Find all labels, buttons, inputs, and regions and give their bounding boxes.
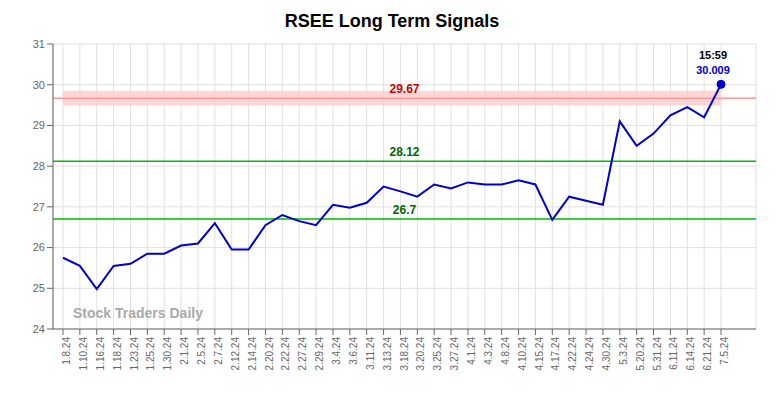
svg-text:7.5.24: 7.5.24 (719, 337, 730, 365)
svg-text:4.30.24: 4.30.24 (601, 337, 612, 371)
svg-text:3.11.24: 3.11.24 (365, 337, 376, 370)
html-text:RSEE Long Term Signals: RSEE Long Term Signals (284, 11, 500, 31)
svg-text:29.67: 29.67 (389, 82, 419, 96)
svg-text:26.7: 26.7 (393, 203, 417, 217)
svg-text:4.17.24: 4.17.24 (550, 337, 561, 371)
svg-text:2.20.24: 2.20.24 (264, 337, 275, 371)
svg-text:4.24.24: 4.24.24 (584, 337, 595, 371)
svg-text:3.4.24: 3.4.24 (331, 337, 342, 365)
svg-text:3.18.24: 3.18.24 (399, 337, 410, 371)
svg-text:30.009: 30.009 (696, 64, 730, 76)
svg-text:2.12.24: 2.12.24 (230, 337, 241, 371)
svg-text:1.16.24: 1.16.24 (95, 337, 106, 371)
svg-text:3.27.24: 3.27.24 (449, 337, 460, 371)
svg-text:28: 28 (33, 160, 45, 172)
svg-text:27: 27 (33, 201, 45, 213)
svg-text:1.25.24: 1.25.24 (145, 337, 156, 371)
svg-text:4.15.24: 4.15.24 (534, 337, 545, 371)
svg-text:3.6.24: 3.6.24 (348, 337, 359, 365)
svg-text:30: 30 (33, 79, 45, 91)
svg-text:5.31.24: 5.31.24 (652, 337, 663, 371)
svg-text:1.23.24: 1.23.24 (129, 337, 140, 371)
svg-text:2.7.24: 2.7.24 (213, 337, 224, 365)
svg-text:4.3.24: 4.3.24 (483, 337, 494, 365)
svg-text:1.8.24: 1.8.24 (61, 337, 72, 365)
svg-text:2.29.24: 2.29.24 (314, 337, 325, 371)
svg-text:15:59: 15:59 (699, 49, 727, 61)
svg-text:6.21.24: 6.21.24 (702, 337, 713, 371)
svg-text:3.25.24: 3.25.24 (432, 337, 443, 371)
html-text:Stock Traders Daily: Stock Traders Daily (73, 305, 203, 321)
svg-text:4.1.24: 4.1.24 (466, 337, 477, 365)
svg-text:31: 31 (33, 38, 45, 50)
svg-text:3.13.24: 3.13.24 (382, 337, 393, 371)
svg-text:2.27.24: 2.27.24 (297, 337, 308, 371)
svg-text:1.10.24: 1.10.24 (78, 337, 89, 371)
svg-text:2.14.24: 2.14.24 (247, 337, 258, 371)
svg-text:1.18.24: 1.18.24 (112, 337, 123, 371)
svg-text:25: 25 (33, 282, 45, 294)
svg-text:2.22.24: 2.22.24 (280, 337, 291, 371)
svg-text:6.14.24: 6.14.24 (685, 337, 696, 371)
svg-text:4.8.24: 4.8.24 (500, 337, 511, 365)
svg-text:4.22.24: 4.22.24 (567, 337, 578, 371)
svg-text:28.12: 28.12 (389, 145, 419, 159)
svg-text:29: 29 (33, 119, 45, 131)
svg-text:4.10.24: 4.10.24 (517, 337, 528, 371)
svg-text:1.30.24: 1.30.24 (162, 337, 173, 371)
svg-text:6.11.24: 6.11.24 (668, 337, 679, 370)
svg-text:5.20.24: 5.20.24 (635, 337, 646, 371)
svg-text:5.3.24: 5.3.24 (618, 337, 629, 365)
svg-text:2.5.24: 2.5.24 (196, 337, 207, 365)
svg-text:2.1.24: 2.1.24 (179, 337, 190, 365)
svg-text:26: 26 (33, 241, 45, 253)
svg-text:3.20.24: 3.20.24 (415, 337, 426, 371)
svg-text:24: 24 (33, 323, 45, 335)
